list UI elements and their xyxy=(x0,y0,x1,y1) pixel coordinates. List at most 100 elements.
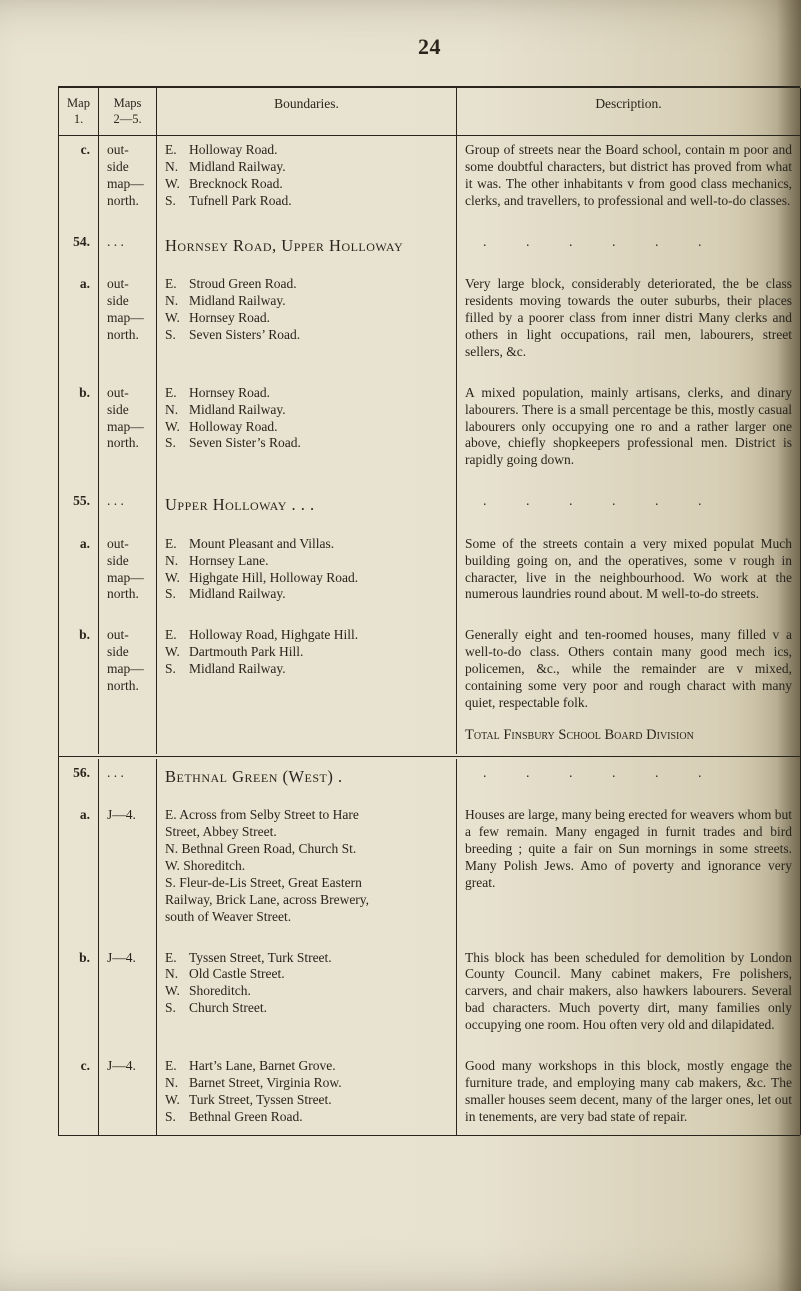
maps-cell: J—4. xyxy=(99,1052,157,1136)
col-map-header: Map 1. xyxy=(59,88,99,136)
nesw-w: Hornsey Road. xyxy=(189,310,270,327)
nesw-e: Hornsey Road. xyxy=(189,385,270,402)
col2-l2: 2—5. xyxy=(113,112,141,126)
table-body: c. out- side map— north. E.Holloway Road… xyxy=(59,136,801,1136)
nesw-n: Hornsey Lane. xyxy=(189,553,268,570)
total-text: Total Finsbury School Board Division xyxy=(465,727,694,743)
nesw-n: Barnet Street, Virginia Row. xyxy=(189,1075,342,1092)
row-id: b. xyxy=(59,621,99,754)
maps-cell: J—4. xyxy=(99,944,157,1044)
boundaries-cell: E.Holloway Road, Highgate Hill. W.Dartmo… xyxy=(157,621,457,754)
maps-cell: . . . xyxy=(99,759,157,802)
table-row: a. out- side map— north. E.Stroud Green … xyxy=(59,270,801,370)
description-cell: . . . . . . xyxy=(457,759,801,802)
nesw-list: E.Holloway Road, Highgate Hill. W.Dartmo… xyxy=(165,627,448,678)
row-sub-id: a. xyxy=(59,801,99,935)
nesw-w: Dartmouth Park Hill. xyxy=(189,644,303,661)
table-row: b. J—4. E.Tyssen Street, Turk Street. N.… xyxy=(59,944,801,1044)
nesw-n: Old Castle Street. xyxy=(189,966,285,983)
nesw-w: Shoreditch. xyxy=(189,983,251,1000)
nesw-w: Highgate Hill, Holloway Road. xyxy=(189,570,358,587)
nesw-s: Seven Sisters’ Road. xyxy=(189,327,300,344)
nesw-e: Holloway Road. xyxy=(189,142,278,159)
nesw-s: Seven Sister’s Road. xyxy=(189,435,301,452)
table-row: b. out- side map— north. E.Holloway Road… xyxy=(59,621,801,754)
nesw-list: E.Mount Pleasant and Villas. N.Hornsey L… xyxy=(165,536,448,604)
table-row: 55. . . . Upper Holloway . . . . . . . .… xyxy=(59,487,801,530)
leader-dots: . . . . . . xyxy=(465,494,720,509)
boundaries-cell: E.Tyssen Street, Turk Street. N.Old Cast… xyxy=(157,944,457,1044)
maps-cell: out- side map— north. xyxy=(99,270,157,370)
col2-l1: Maps xyxy=(114,96,142,110)
table-row: 54. . . . Hornsey Road, Upper Holloway .… xyxy=(59,228,801,271)
boundaries-cell: E.Holloway Road. N.Midland Railway. W.Br… xyxy=(157,136,457,220)
table-row: a. out- side map— north. E.Mount Pleasan… xyxy=(59,530,801,614)
boundaries-cell: E.Hart’s Lane, Barnet Grove. N.Barnet St… xyxy=(157,1052,457,1136)
col-boundaries-header: Boundaries. xyxy=(157,88,457,136)
description-cell: Generally eight and ten-roomed houses, m… xyxy=(457,621,801,754)
table-row: a. J—4. E. Across from Selby Street to H… xyxy=(59,801,801,935)
district-heading: Bethnal Green (West) . xyxy=(165,767,448,788)
row-sub-id: a. xyxy=(59,270,99,370)
row-id: 54. xyxy=(59,228,99,271)
boundaries-cell: E. Across from Selby Street to Hare Stre… xyxy=(157,801,457,935)
row-id: b. xyxy=(59,379,99,479)
main-table: Map 1. Maps 2—5. Boundaries. Description… xyxy=(58,88,801,1135)
page-number: 24 xyxy=(58,34,801,60)
boundaries-cell: E.Mount Pleasant and Villas. N.Hornsey L… xyxy=(157,530,457,614)
nesw-e: Hart’s Lane, Barnet Grove. xyxy=(189,1058,336,1075)
col1-l1: Map xyxy=(67,96,90,110)
maps-cell: . . . xyxy=(99,487,157,530)
maps-cell: out- side map— north. xyxy=(99,379,157,479)
nesw-list: E.Hornsey Road. N.Midland Railway. W.Hol… xyxy=(165,385,448,453)
description-cell: A mixed population, mainly artisans, cle… xyxy=(457,379,801,479)
maps-cell: J—4. xyxy=(99,801,157,935)
row-id: 55. xyxy=(59,487,99,530)
nesw-list: E.Hart’s Lane, Barnet Grove. N.Barnet St… xyxy=(165,1058,448,1126)
boundaries-cell: Bethnal Green (West) . xyxy=(157,759,457,802)
nesw-list: E.Stroud Green Road. N.Midland Railway. … xyxy=(165,276,448,344)
table-row: b. out- side map— north. E.Hornsey Road.… xyxy=(59,379,801,479)
table-row: c. out- side map— north. E.Holloway Road… xyxy=(59,136,801,220)
district-heading: Upper Holloway . . . xyxy=(165,495,448,516)
nesw-n: Midland Railway. xyxy=(189,402,286,419)
row-id: 56. xyxy=(59,759,99,802)
nesw-e: Stroud Green Road. xyxy=(189,276,297,293)
nesw-list: E.Tyssen Street, Turk Street. N.Old Cast… xyxy=(165,950,448,1018)
nesw-w: Brecknock Road. xyxy=(189,176,283,193)
maps-cell: out- side map— north. xyxy=(99,621,157,754)
description-cell: This block has been scheduled for demoli… xyxy=(457,944,801,1044)
description-cell: . . . . . . xyxy=(457,487,801,530)
nesw-e: Holloway Road, Highgate Hill. xyxy=(189,627,358,644)
col-maps-header: Maps 2—5. xyxy=(99,88,157,136)
description-cell: Good many workshops in this block, mostl… xyxy=(457,1052,801,1136)
col1-l2: 1. xyxy=(74,112,83,126)
table-row: c. J—4. E.Hart’s Lane, Barnet Grove. N.B… xyxy=(59,1052,801,1136)
description-cell: Group of streets near the Board school, … xyxy=(457,136,801,220)
nesw-e: Tyssen Street, Turk Street. xyxy=(189,950,332,967)
nesw-s: Bethnal Green Road. xyxy=(189,1109,303,1126)
total-line: Total Finsbury School Board Division xyxy=(465,726,792,744)
nesw-e: Mount Pleasant and Villas. xyxy=(189,536,334,553)
leader-dots: . . . . . . xyxy=(465,766,720,781)
district-heading: Hornsey Road, Upper Holloway xyxy=(165,236,448,257)
table-row: 56. . . . Bethnal Green (West) . . . . .… xyxy=(59,759,801,802)
row-id: c. xyxy=(59,1052,99,1136)
nesw-s: Midland Railway. xyxy=(189,661,286,678)
nesw-s: Tufnell Park Road. xyxy=(189,193,292,210)
description-cell: Houses are large, many being erected for… xyxy=(457,801,801,935)
nesw-n: Midland Railway. xyxy=(189,159,286,176)
row-id: b. xyxy=(59,944,99,1044)
boundaries-cell: E.Hornsey Road. N.Midland Railway. W.Hol… xyxy=(157,379,457,479)
maps-cell: out- side map— north. xyxy=(99,530,157,614)
maps-cell: . . . xyxy=(99,228,157,271)
header-row: Map 1. Maps 2—5. Boundaries. Description… xyxy=(59,88,801,136)
nesw-n: Midland Railway. xyxy=(189,293,286,310)
description-cell: Some of the streets contain a very mixed… xyxy=(457,530,801,614)
boundaries-cell: Upper Holloway . . . xyxy=(157,487,457,530)
col-description-header: Description. xyxy=(457,88,801,136)
description-cell: Very large block, considerably deteriora… xyxy=(457,270,801,370)
nesw-w: Turk Street, Tyssen Street. xyxy=(189,1092,332,1109)
bottom-rule xyxy=(58,1135,800,1136)
desc-text: Generally eight and ten-roomed houses, m… xyxy=(465,627,792,710)
